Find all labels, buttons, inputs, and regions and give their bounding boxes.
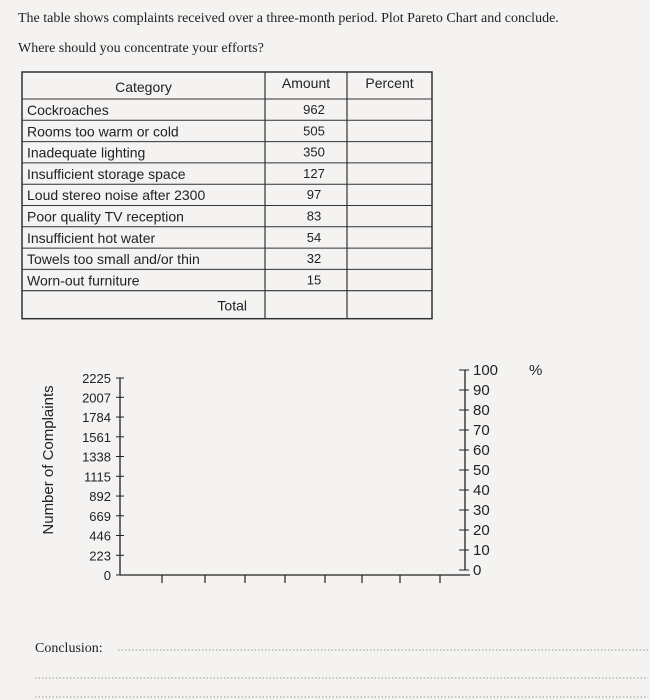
table: Category Amount Percent Cockroaches 962 Rooms… [21, 71, 433, 320]
category-cell: Insufficient storage space [27, 166, 186, 182]
amount-cell: 127 [303, 166, 325, 181]
amount-cell: 83 [307, 209, 321, 224]
y-tick-label: 0 [104, 568, 111, 583]
column-header: Category [115, 79, 172, 95]
y-tick-label: 892 [89, 489, 111, 504]
amount-cell: 97 [307, 187, 321, 202]
category-cell: Poor quality TV reception [27, 209, 184, 225]
y2-tick-label: 10 [473, 542, 490, 559]
column-header: Amount [282, 75, 330, 91]
blank-chart: 0 223 446 669 892 1115 1338 1561 1784 2007 2225 0 10… [40, 362, 542, 583]
y2-tick-label: 100 [473, 362, 498, 379]
category-cell: Towels too small and/or thin [27, 251, 200, 267]
amount-cell: 350 [303, 145, 325, 160]
y-tick-label: 1338 [82, 450, 111, 465]
category-cell: Insufficient hot water [27, 230, 155, 246]
category-cell: Cockroaches [27, 102, 109, 118]
y2-tick-label: 80 [473, 402, 490, 419]
amount-cell: 505 [303, 123, 325, 138]
amount-cell: 54 [307, 230, 321, 245]
y-tick-label: 446 [89, 529, 111, 544]
category-cell: Inadequate lighting [27, 145, 145, 161]
column-header: Percent [365, 75, 413, 91]
total-label: Total [217, 298, 247, 314]
y2-tick-label: 40 [473, 482, 490, 499]
y2-tick-label: 90 [473, 382, 490, 399]
y-tick-label: 2225 [82, 371, 111, 386]
category-cell: Worn-out furniture [27, 272, 140, 288]
table-border [21, 71, 433, 320]
category-cell: Rooms too warm or cold [27, 123, 179, 139]
y2-tick-label: 0 [473, 562, 481, 579]
y2-tick-label: 60 [473, 442, 490, 459]
y-tick-label: 669 [89, 509, 111, 524]
y2-unit: % [529, 362, 542, 379]
question-line: The table shows complaints received over… [18, 11, 559, 26]
y2-tick-label: 20 [473, 522, 490, 539]
y-tick-label: 1115 [84, 469, 111, 484]
amount-cell: 962 [303, 102, 325, 117]
question-line: Where should you concentrate your effort… [18, 41, 264, 56]
y-tick-label: 2007 [82, 390, 111, 405]
amount-cell: 15 [307, 272, 321, 287]
y2-tick-label: 70 [473, 422, 490, 439]
conclusion-label: Conclusion: [35, 641, 103, 656]
y-tick-label: 1784 [82, 410, 111, 425]
y-tick-label: 1561 [82, 430, 111, 445]
amount-cell: 32 [307, 251, 321, 266]
y2-tick-label: 50 [473, 462, 490, 479]
y-axis-label: Number of Complaints [40, 385, 57, 534]
y2-tick-label: 30 [473, 502, 490, 519]
category-cell: Loud stereo noise after 2300 [27, 187, 205, 203]
y-tick-label: 223 [89, 548, 111, 563]
